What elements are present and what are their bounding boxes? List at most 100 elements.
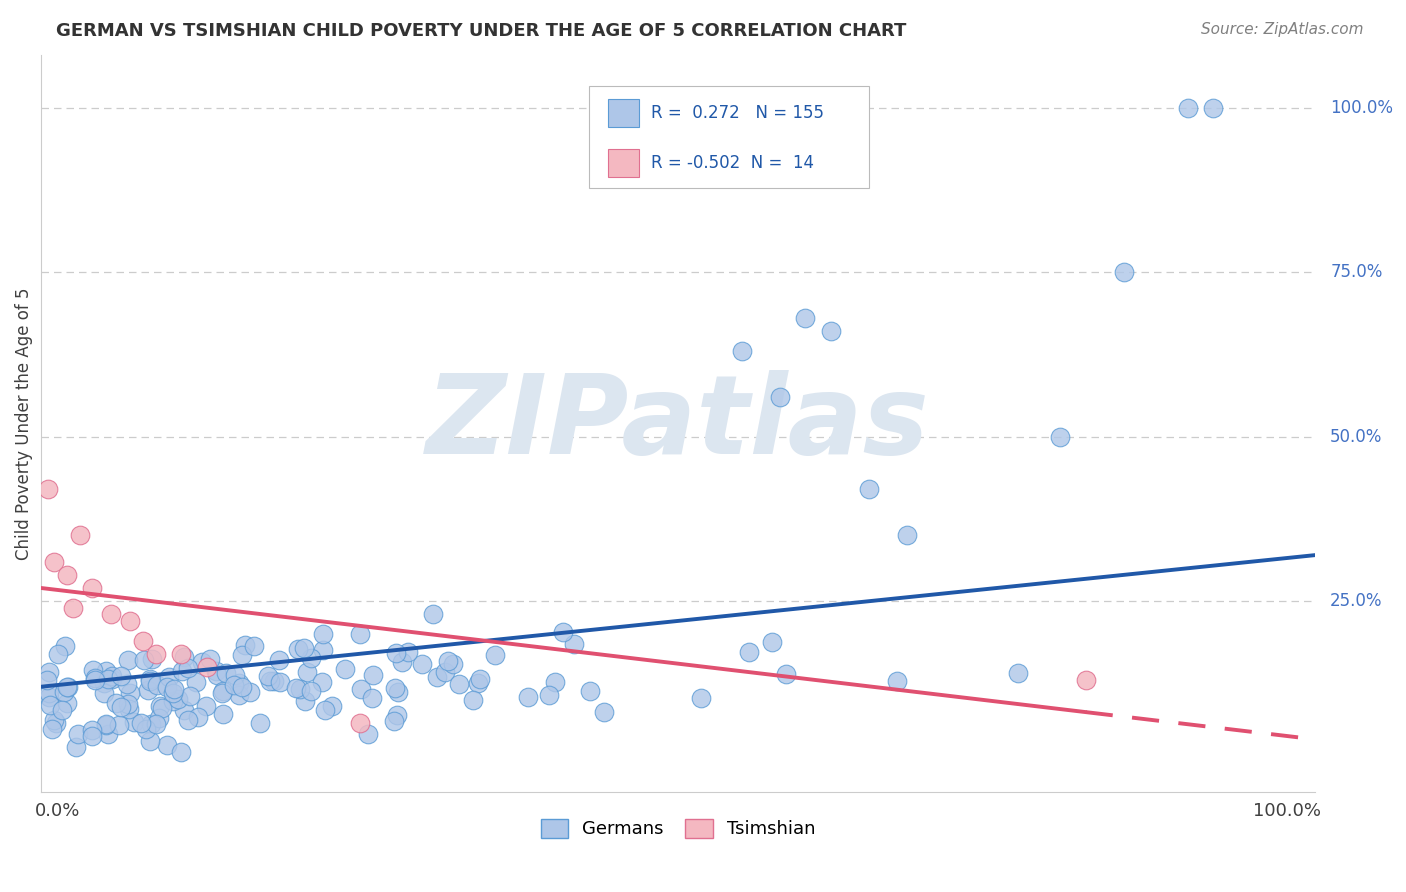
Point xyxy=(205,668,228,682)
Point xyxy=(179,689,201,703)
Point xyxy=(100,668,122,682)
Point xyxy=(177,661,200,675)
Point xyxy=(132,633,155,648)
Point xyxy=(761,635,783,649)
Point xyxy=(259,673,281,688)
Point xyxy=(94,665,117,679)
Point xyxy=(194,698,217,713)
Point xyxy=(120,614,142,628)
Point xyxy=(170,647,193,661)
Point xyxy=(239,685,262,699)
Point xyxy=(191,655,214,669)
Text: GERMAN VS TSIMSHIAN CHILD POVERTY UNDER THE AGE OF 5 CORRELATION CHART: GERMAN VS TSIMSHIAN CHILD POVERTY UNDER … xyxy=(56,22,907,40)
Point xyxy=(145,647,167,661)
Point xyxy=(449,677,471,691)
Point xyxy=(38,665,60,680)
Point xyxy=(163,682,186,697)
Point xyxy=(53,639,76,653)
Point xyxy=(470,672,492,686)
Point xyxy=(231,680,253,694)
Point xyxy=(205,664,228,678)
Point xyxy=(1074,673,1097,687)
Point xyxy=(212,707,235,722)
Point xyxy=(387,684,409,698)
Point xyxy=(139,673,162,688)
Point xyxy=(593,705,616,719)
Point xyxy=(44,715,66,730)
Point xyxy=(384,681,406,695)
Point xyxy=(224,668,246,682)
Point xyxy=(269,653,291,667)
Point xyxy=(69,528,91,542)
Text: 100.0%: 100.0% xyxy=(1253,802,1322,820)
Point xyxy=(46,647,69,661)
Point xyxy=(228,676,250,690)
Point xyxy=(467,676,489,690)
Point xyxy=(82,581,104,595)
FancyBboxPatch shape xyxy=(589,87,869,188)
Point xyxy=(55,696,77,710)
Text: ZIPatlas: ZIPatlas xyxy=(426,370,929,477)
Point xyxy=(139,672,162,686)
Point xyxy=(738,645,761,659)
Point xyxy=(215,666,238,681)
Point xyxy=(136,682,159,697)
Point xyxy=(129,716,152,731)
Point xyxy=(148,711,170,725)
Point xyxy=(141,651,163,665)
Point xyxy=(858,483,880,497)
Point xyxy=(82,663,104,677)
Point xyxy=(263,674,285,689)
Point xyxy=(335,662,357,676)
Point xyxy=(426,670,449,684)
Point xyxy=(1049,430,1071,444)
Point xyxy=(553,624,575,639)
Point xyxy=(775,667,797,681)
Point xyxy=(117,698,139,712)
Point xyxy=(94,718,117,732)
Point xyxy=(110,700,132,714)
Point xyxy=(56,567,79,582)
Point xyxy=(290,682,312,697)
Point xyxy=(42,713,65,727)
Point xyxy=(896,528,918,542)
Point xyxy=(177,713,200,727)
Point xyxy=(1112,265,1135,279)
Point xyxy=(37,673,59,687)
Point xyxy=(118,685,141,699)
Point xyxy=(110,669,132,683)
Point xyxy=(484,648,506,662)
Point xyxy=(349,715,371,730)
Point xyxy=(228,688,250,702)
Point xyxy=(1177,101,1199,115)
Point xyxy=(84,671,107,685)
Point xyxy=(382,714,405,728)
Text: R =  0.272   N = 155: R = 0.272 N = 155 xyxy=(651,103,824,121)
Text: 50.0%: 50.0% xyxy=(1330,427,1382,446)
Point xyxy=(212,684,235,698)
Text: 75.0%: 75.0% xyxy=(1330,263,1382,281)
Point xyxy=(222,678,245,692)
Point xyxy=(53,685,76,699)
Point xyxy=(441,657,464,672)
Point xyxy=(287,642,309,657)
Point xyxy=(257,669,280,683)
Point xyxy=(94,716,117,731)
Point xyxy=(321,698,343,713)
Point xyxy=(173,649,195,664)
Point xyxy=(231,648,253,662)
Point xyxy=(82,723,104,738)
Point xyxy=(145,678,167,692)
Point xyxy=(537,689,560,703)
Point xyxy=(243,639,266,653)
Point xyxy=(357,727,380,741)
Point xyxy=(162,694,184,708)
Point xyxy=(269,675,291,690)
Point xyxy=(138,734,160,748)
Point xyxy=(311,627,333,641)
Point xyxy=(169,746,191,760)
Point xyxy=(349,626,371,640)
Point xyxy=(249,715,271,730)
Point xyxy=(149,699,172,714)
Point xyxy=(105,696,128,710)
